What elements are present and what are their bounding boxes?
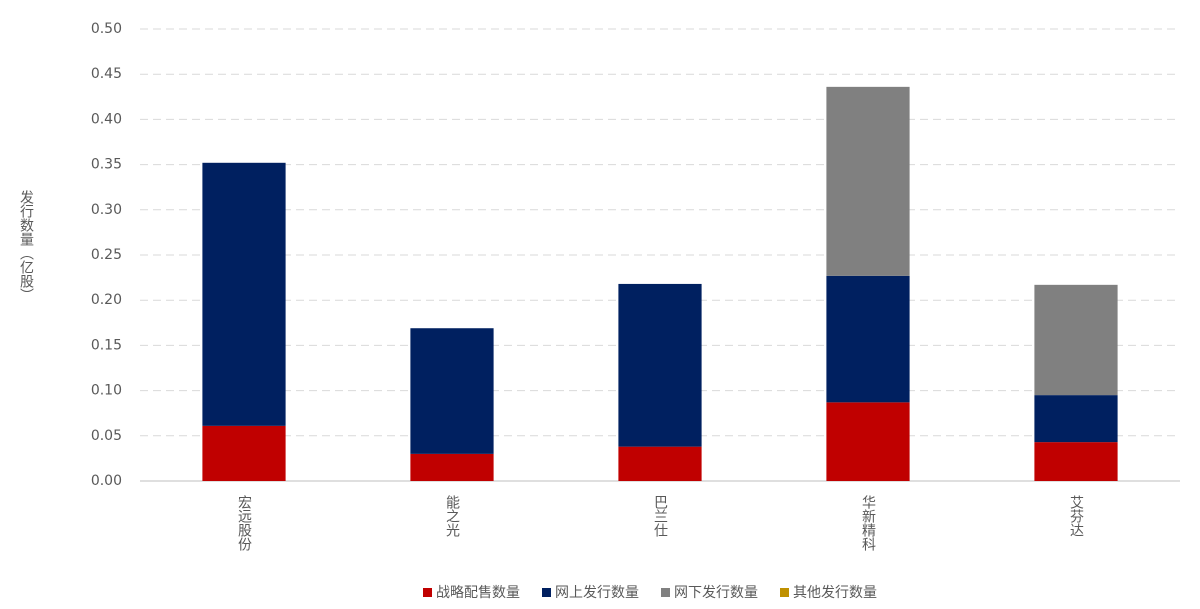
- bar-segment: [618, 446, 702, 481]
- bar-segment: [410, 453, 494, 481]
- bar-segment: [618, 283, 702, 447]
- legend-swatch: [423, 588, 432, 597]
- y-tick-label: 0.00: [91, 473, 122, 489]
- y-axis-label: 发行数量（亿股）: [18, 190, 34, 302]
- x-tick-label: 能之光: [444, 495, 460, 538]
- legend-label: 网上发行数量: [555, 585, 639, 601]
- bar-segment: [1034, 284, 1118, 396]
- legend-label: 战略配售数量: [436, 585, 520, 601]
- bar-segment: [826, 86, 910, 276]
- y-tick-label: 0.40: [91, 111, 122, 127]
- bar-segment: [826, 275, 910, 403]
- legend-label: 其他发行数量: [793, 585, 877, 601]
- y-tick-label: 0.15: [91, 337, 122, 353]
- legend-swatch: [542, 588, 551, 597]
- y-tick-label: 0.05: [91, 428, 122, 444]
- legend: 战略配售数量 网上发行数量 网下发行数量 其他发行数量: [423, 585, 877, 601]
- y-tick-label: 0.35: [91, 157, 122, 173]
- x-tick-label: 华新精科: [860, 495, 876, 551]
- legend-label: 网下发行数量: [674, 585, 758, 601]
- y-tick-label: 0.45: [91, 66, 122, 82]
- bar-segment: [410, 328, 494, 454]
- y-tick-label: 0.50: [91, 21, 122, 37]
- legend-swatch: [780, 588, 789, 597]
- y-tick-label: 0.30: [91, 202, 122, 218]
- x-tick-label: 巴兰仕: [652, 495, 668, 537]
- bar-segment: [202, 425, 286, 481]
- y-tick-label: 0.10: [91, 383, 122, 399]
- x-tick-label: 宏远股份: [236, 495, 252, 552]
- bar-segment: [202, 162, 286, 426]
- bar-segment: [1034, 442, 1118, 481]
- bar-segment: [826, 402, 910, 481]
- x-tick-label: 艾芬达: [1068, 495, 1084, 537]
- legend-swatch: [661, 588, 670, 597]
- y-tick-label: 0.25: [91, 247, 122, 263]
- y-tick-label: 0.20: [91, 292, 122, 308]
- bar-segment: [1034, 395, 1118, 443]
